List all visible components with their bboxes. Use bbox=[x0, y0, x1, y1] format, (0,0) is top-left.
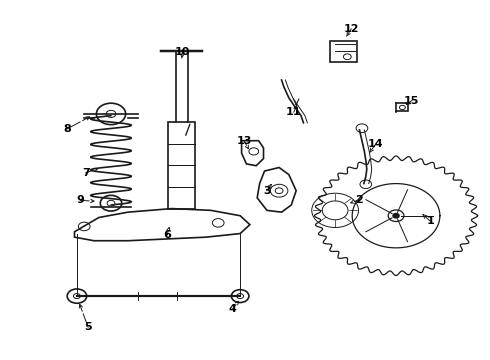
Text: 12: 12 bbox=[343, 24, 359, 34]
Bar bbox=[168, 122, 196, 208]
Text: 1: 1 bbox=[426, 216, 434, 226]
Circle shape bbox=[393, 213, 399, 218]
Text: 11: 11 bbox=[286, 107, 301, 117]
Text: 15: 15 bbox=[404, 96, 419, 106]
Text: 5: 5 bbox=[84, 322, 92, 332]
Text: 7: 7 bbox=[82, 168, 90, 178]
Text: 3: 3 bbox=[263, 186, 271, 196]
Text: 4: 4 bbox=[229, 303, 237, 314]
Text: 10: 10 bbox=[175, 47, 190, 57]
Text: 2: 2 bbox=[356, 195, 364, 204]
Bar bbox=[330, 41, 357, 62]
Text: 8: 8 bbox=[63, 124, 71, 134]
Text: 6: 6 bbox=[163, 230, 171, 240]
Text: 9: 9 bbox=[76, 195, 84, 205]
Text: 14: 14 bbox=[368, 139, 383, 149]
Text: 13: 13 bbox=[236, 136, 252, 146]
